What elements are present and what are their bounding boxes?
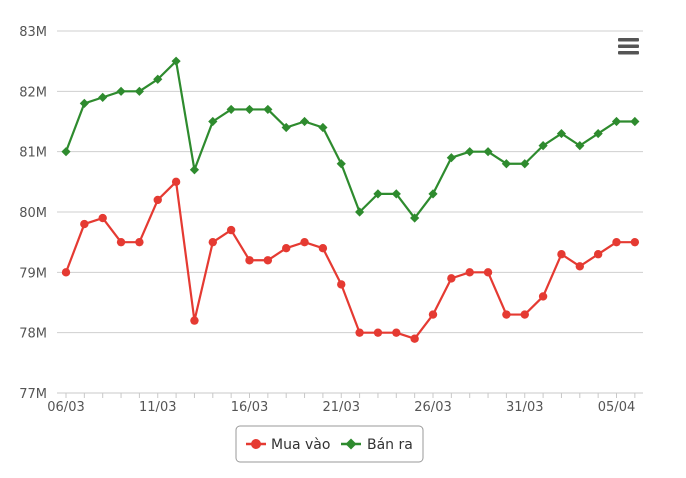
data-point[interactable] [263, 104, 273, 115]
data-point[interactable] [446, 153, 456, 163]
data-point[interactable] [226, 104, 236, 115]
chart-menu-button[interactable] [612, 33, 642, 59]
legend-item-mua-vao[interactable]: Mua vào [246, 437, 330, 453]
data-point[interactable] [245, 256, 254, 265]
data-point[interactable] [189, 165, 200, 175]
data-point[interactable] [556, 128, 567, 139]
data-point[interactable] [226, 225, 236, 235]
x-tick-label: 21/03 [323, 400, 360, 415]
data-point[interactable] [318, 122, 328, 133]
data-point[interactable] [208, 237, 217, 247]
series-mua-vao [61, 177, 640, 343]
y-tick-label: 79M [19, 266, 47, 281]
data-point[interactable] [61, 147, 71, 157]
data-point[interactable] [336, 159, 346, 169]
data-point[interactable] [135, 237, 144, 247]
x-tick-label: 16/03 [231, 400, 268, 415]
data-point[interactable] [98, 213, 107, 223]
data-point[interactable] [392, 328, 401, 337]
y-tick-label: 78M [19, 327, 47, 342]
data-point[interactable] [337, 280, 346, 289]
y-tick-label: 80M [19, 206, 47, 221]
hamburger-menu-icon [618, 38, 639, 42]
legend-box [235, 425, 424, 463]
data-point[interactable] [171, 177, 181, 187]
data-point[interactable] [373, 328, 383, 337]
series-line [64, 60, 635, 220]
series-ban-ra [61, 56, 640, 223]
data-point[interactable] [244, 104, 255, 115]
data-point[interactable] [538, 292, 548, 301]
y-tick-label: 81M [19, 146, 47, 161]
data-point[interactable] [428, 189, 438, 199]
data-point[interactable] [520, 159, 530, 169]
data-point[interactable] [465, 147, 475, 157]
data-point[interactable] [171, 56, 181, 66]
data-point[interactable] [208, 116, 218, 127]
data-point[interactable] [116, 86, 126, 96]
legend-label-mua-vao: Mua vào [271, 437, 330, 453]
data-point[interactable] [281, 122, 291, 133]
data-point[interactable] [282, 244, 291, 253]
data-point[interactable] [190, 316, 199, 325]
legend-label-ban-ra: Bán ra [367, 437, 413, 453]
data-point[interactable] [428, 310, 438, 319]
legend-item-ban-ra[interactable]: Bán ra [341, 437, 413, 453]
x-tick-label: 05/04 [598, 400, 635, 415]
data-point[interactable] [483, 268, 493, 277]
data-point[interactable] [575, 141, 585, 151]
data-point[interactable] [79, 98, 89, 108]
data-point[interactable] [410, 213, 420, 223]
axes: 77M 78M 79M 80M 81M 82M 83M 06/03 11/03 16/03 21/0… [19, 25, 643, 415]
data-point[interactable] [373, 189, 383, 199]
data-point[interactable] [501, 159, 511, 169]
grid [57, 30, 643, 334]
y-tick-label: 83M [19, 25, 47, 40]
data-point[interactable] [391, 189, 401, 199]
legend-marker-mua-vao [251, 439, 261, 449]
data-point[interactable] [153, 74, 163, 84]
data-point[interactable] [134, 86, 144, 96]
y-tick-label: 77M [19, 387, 47, 402]
data-point[interactable] [299, 116, 310, 127]
series-layer [61, 56, 640, 343]
data-point[interactable] [410, 334, 419, 343]
data-point[interactable] [483, 147, 493, 157]
x-tick-label: 11/03 [139, 400, 176, 415]
data-point[interactable] [612, 237, 621, 247]
data-point[interactable] [520, 310, 529, 319]
y-tick-label: 82M [19, 85, 47, 100]
data-point[interactable] [630, 116, 640, 127]
data-point[interactable] [593, 128, 603, 139]
data-point[interactable] [538, 141, 548, 151]
data-point[interactable] [355, 328, 364, 337]
data-point[interactable] [502, 310, 511, 319]
data-point[interactable] [557, 250, 566, 259]
x-tick-label: 31/03 [506, 400, 543, 415]
data-point[interactable] [153, 195, 162, 205]
data-point[interactable] [263, 256, 273, 265]
hamburger-menu-icon-bar [618, 51, 639, 55]
legend: Mua vào Bán ra [235, 425, 424, 463]
data-point[interactable] [80, 219, 89, 229]
data-point[interactable] [630, 237, 640, 247]
data-point[interactable] [98, 92, 108, 102]
data-point[interactable] [465, 268, 474, 277]
data-point[interactable] [593, 250, 603, 259]
series-line [64, 180, 635, 340]
data-point[interactable] [447, 274, 456, 283]
x-tick-label: 26/03 [414, 400, 451, 415]
data-point[interactable] [116, 237, 126, 247]
legend-marker-ban-ra [345, 438, 357, 450]
hamburger-menu-icon-bar [618, 44, 639, 48]
data-point[interactable] [61, 268, 71, 277]
data-point[interactable] [611, 116, 622, 127]
data-point[interactable] [318, 244, 328, 253]
data-point[interactable] [575, 262, 584, 271]
data-point[interactable] [355, 207, 365, 217]
data-point[interactable] [300, 237, 309, 247]
x-tick-label: 06/03 [47, 400, 84, 415]
